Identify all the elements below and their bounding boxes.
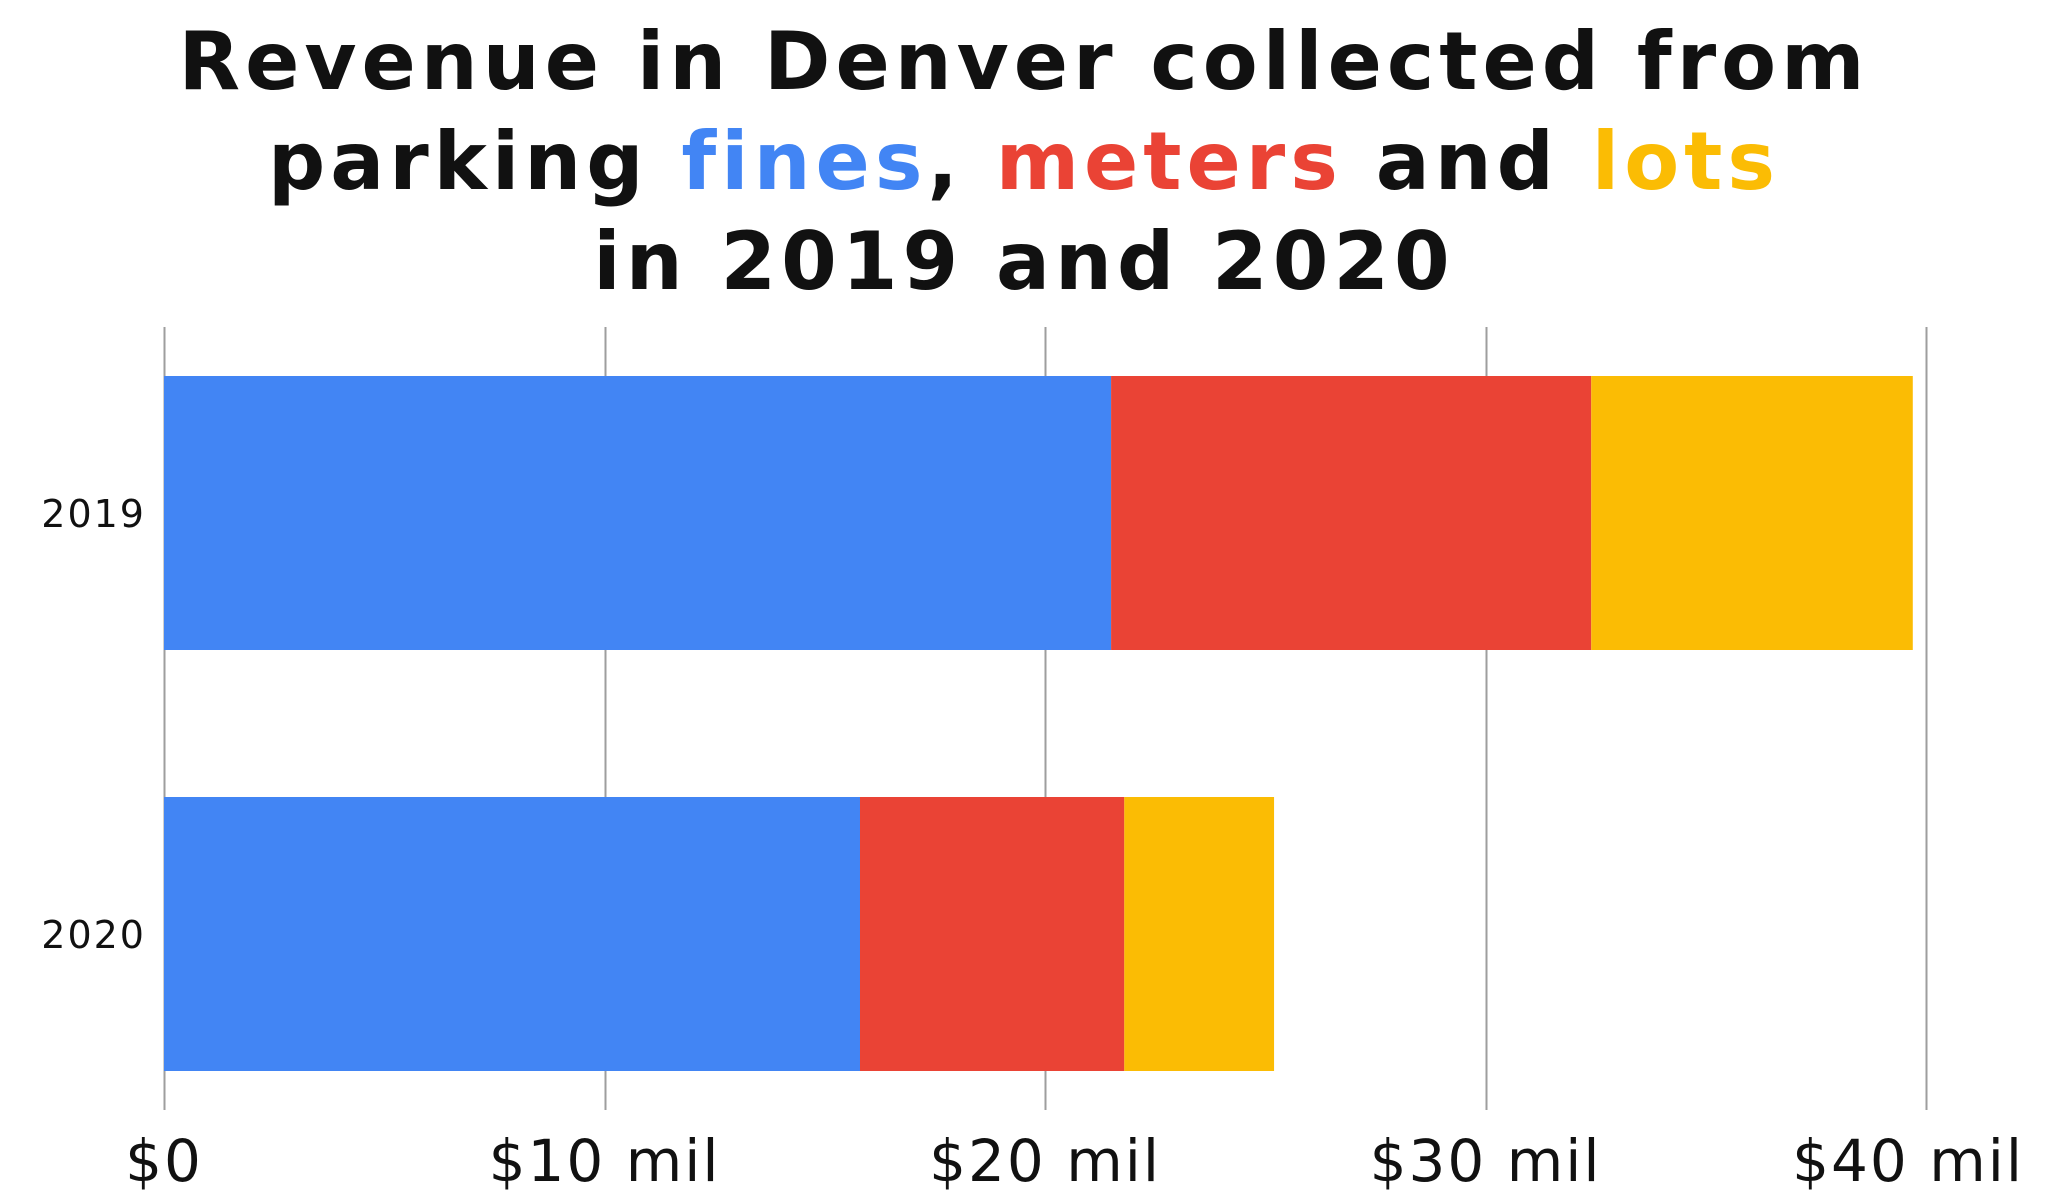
bar-fines-2019 — [164, 376, 1112, 650]
title-keyword-meters: meters — [995, 115, 1343, 208]
chart-title: Revenue in Denver collected from parking… — [0, 12, 2048, 312]
category-label-2019: 2019 — [41, 492, 146, 536]
title-prefix: parking — [267, 115, 682, 208]
category-label-2020: 2020 — [41, 913, 146, 957]
x-tick-label-0: $0 — [125, 1127, 203, 1195]
bar-lots-2020 — [1124, 797, 1275, 1071]
x-tick-label-3: $30 mil — [1370, 1127, 1602, 1195]
title-keyword-lots: lots — [1591, 115, 1781, 208]
bar-meters-2019 — [1111, 376, 1592, 650]
title-keyword-fines: fines — [681, 115, 928, 208]
chart-title-line-2: parking fines, meters and lots — [0, 112, 2048, 212]
bar-fines-2020 — [164, 797, 860, 1071]
title-separator-2: and — [1342, 115, 1592, 208]
x-axis-tick-labels: $0 $10 mil $20 mil $30 mil $40 mil — [125, 1127, 2024, 1195]
bar-lots-2019 — [1591, 376, 1913, 650]
bar-meters-2020 — [859, 797, 1125, 1071]
x-tick-label-2: $20 mil — [929, 1127, 1161, 1195]
x-tick-label-4: $40 mil — [1792, 1127, 2024, 1195]
title-separator-1: , — [927, 115, 996, 208]
chart-title-line-1: Revenue in Denver collected from — [178, 15, 1870, 108]
y-axis-category-labels: 2019 2020 — [41, 492, 146, 957]
bars — [164, 376, 1913, 1071]
chart-title-line-3: in 2019 and 2020 — [593, 215, 1455, 308]
x-tick-label-1: $10 mil — [489, 1127, 721, 1195]
